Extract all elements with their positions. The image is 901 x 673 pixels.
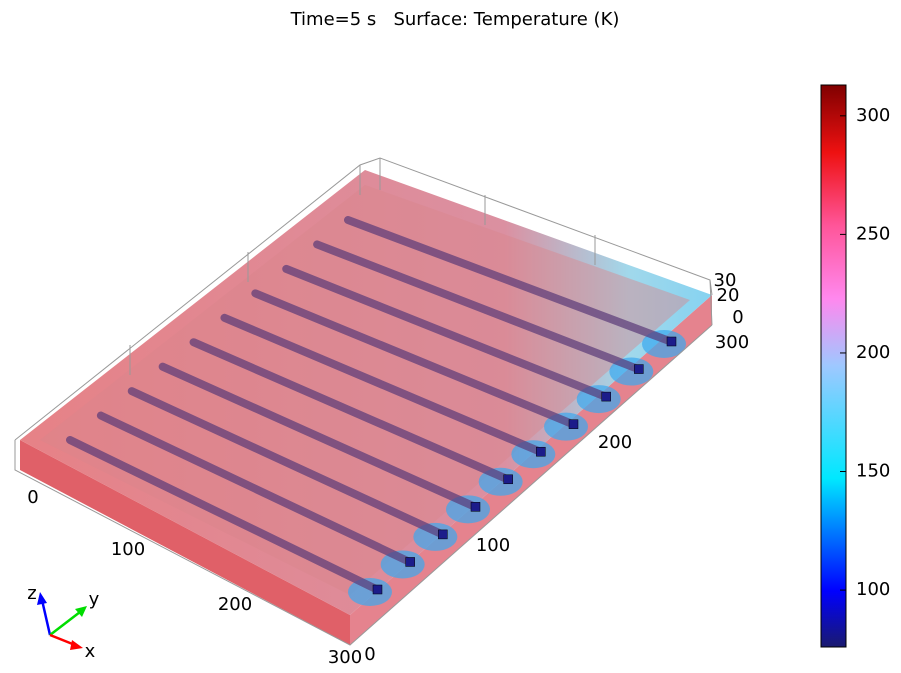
channel [127, 387, 448, 539]
channel-outlet [372, 584, 383, 595]
x-tick-label: 100 [111, 539, 145, 560]
channel [189, 338, 513, 484]
y-tick-label: 200 [598, 432, 632, 453]
colorbar-tick-label: 200 [856, 342, 890, 363]
channels [66, 216, 686, 606]
y-tick-label: 300 [715, 332, 749, 353]
x-tick-label: 200 [218, 594, 252, 615]
channel-outlet [536, 446, 546, 457]
channel [96, 411, 415, 567]
channel [251, 289, 578, 429]
x-tick-label: 300 [328, 647, 362, 668]
triad-y [49, 611, 81, 636]
triad-z [40, 599, 52, 636]
channel-outlet [405, 557, 415, 567]
triad-x [49, 633, 76, 647]
triad-x-head [70, 640, 83, 650]
triad-y-label: y [89, 589, 100, 610]
channel-outlet [634, 364, 644, 374]
z-tick-label: 30 [714, 270, 737, 291]
y-tick-label: 100 [476, 535, 510, 556]
z-tick-label: 0 [732, 307, 743, 328]
triad-x-label: x [85, 641, 96, 662]
box-edge [14, 324, 713, 646]
x-tick-label: 0 [27, 487, 38, 508]
box-edge [709, 279, 713, 326]
channel [344, 216, 676, 346]
colorbar-tick-label: 100 [856, 579, 890, 600]
z-tick-label: 20 [717, 285, 740, 306]
triad-y-head [75, 606, 87, 617]
plate-front-face [20, 440, 350, 645]
plot-title: Time=5 s Surface: Temperature (K) [290, 9, 620, 30]
colorbar-tick-label: 250 [856, 223, 890, 244]
channel-outlet [470, 502, 481, 512]
channel [158, 362, 480, 512]
bounding-box [14, 157, 713, 646]
channel [282, 264, 611, 402]
triad-z-label: z [27, 583, 36, 604]
axis-labels: 0 100 200 300 0 100 200 300 0 20 30 [27, 270, 749, 668]
channel [313, 240, 644, 374]
channel-outlet [438, 529, 448, 540]
channel-outlet [601, 391, 611, 402]
channel [220, 313, 546, 457]
axis-triad: z y x [27, 583, 99, 662]
colorbar-ticks: 100 150 200 250 300 [840, 105, 890, 600]
triad-z-head [37, 592, 47, 605]
colorbar-tick-label: 300 [856, 105, 890, 126]
channel-outlet [568, 419, 579, 429]
channel-outlet [666, 336, 677, 347]
channel [66, 436, 382, 594]
channel-outlet [503, 474, 513, 485]
colorbar [820, 84, 847, 648]
y-tick-label: 0 [364, 644, 375, 665]
colorbar-tick-label: 150 [856, 461, 890, 482]
